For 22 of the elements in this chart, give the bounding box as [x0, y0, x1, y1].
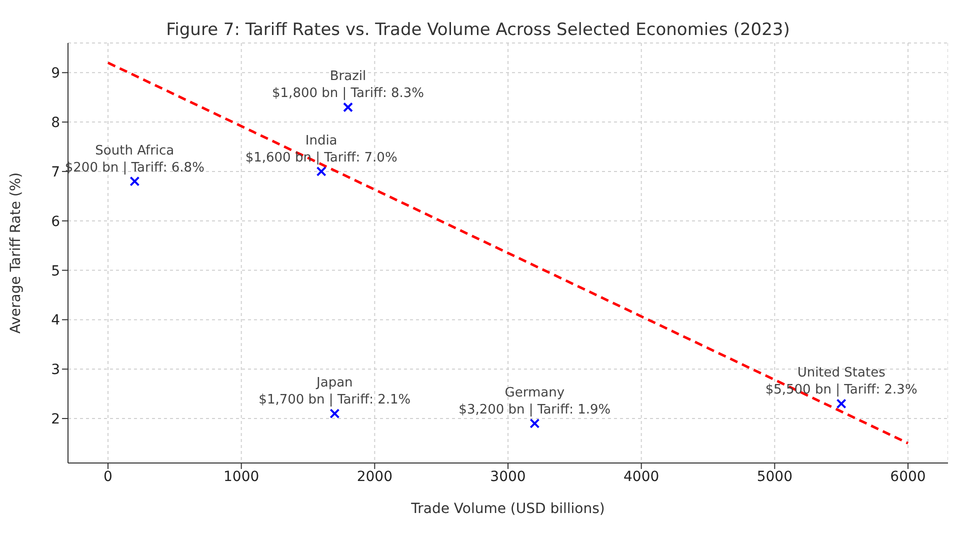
y-tick-label: 8	[51, 115, 60, 132]
x-axis-title: Trade Volume (USD billions)	[410, 500, 605, 517]
y-tick-label: 7	[51, 164, 60, 180]
y-tick-label: 4	[51, 312, 60, 329]
x-tick-label: 0	[104, 468, 112, 485]
y-tick-label: 2	[51, 412, 60, 428]
y-axis-title: Average Tariff Rate (%)	[8, 172, 24, 334]
annotation: Brazil $1,800 bn | Tariff: 8.3%	[272, 69, 424, 102]
x-tick-label: 6000	[890, 468, 926, 485]
y-tick-label: 6	[51, 214, 60, 230]
chart-title: Figure 7: Tariff Rates vs. Trade Volume Across Selected Economies (2023)	[165, 20, 791, 40]
x-tick-label: 3000	[490, 468, 526, 485]
annotation: Japan $1,700 bn | Tariff: 2.1%	[258, 376, 411, 408]
x-tick-label: 2000	[356, 468, 392, 485]
y-tick-label: 5	[51, 263, 60, 280]
x-tick-label: 5000	[756, 468, 792, 485]
annotation: India $1,600 bn | Tariff: 7.0%	[245, 133, 398, 166]
y-tick-label: 3	[51, 362, 60, 378]
x-tick-label: 4000	[624, 468, 660, 485]
x-tick-label: 1000	[224, 468, 260, 485]
y-tick-label: 9	[51, 66, 60, 82]
annotation: Germany $3,200 bn | Tariff: 1.9%	[458, 385, 611, 418]
